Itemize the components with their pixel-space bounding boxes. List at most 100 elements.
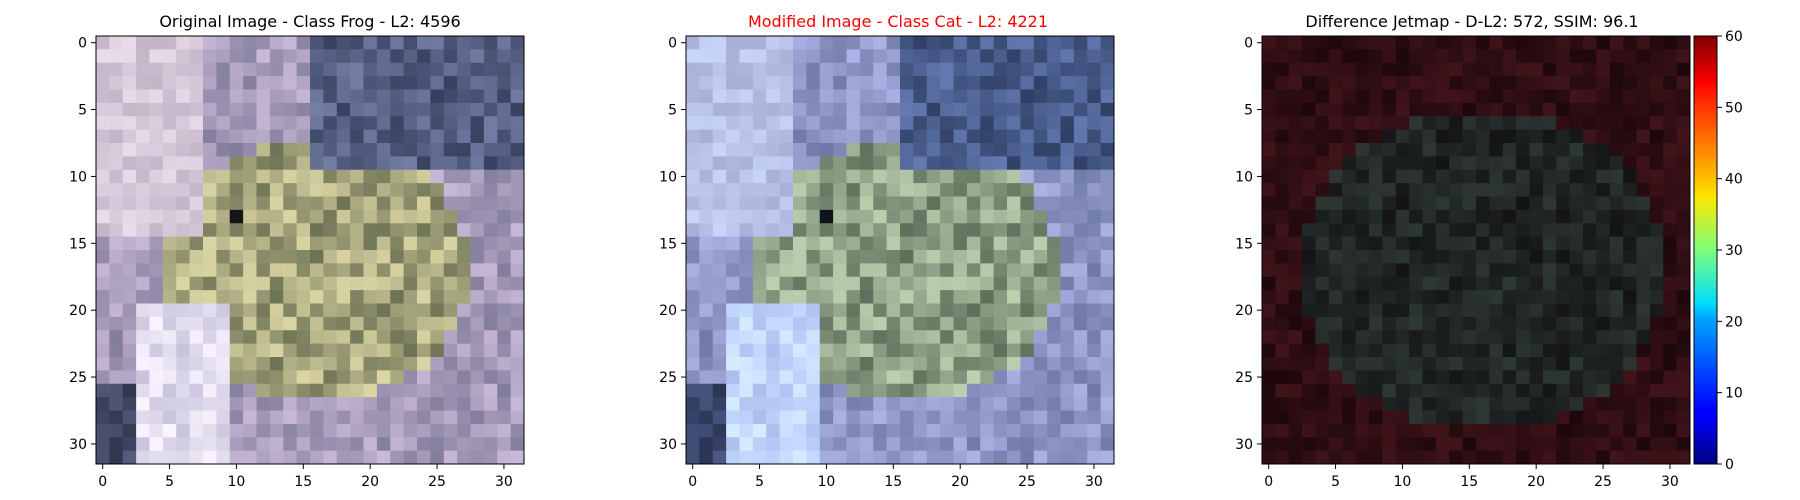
pixel bbox=[1542, 263, 1557, 278]
pixel bbox=[699, 169, 714, 184]
pixel bbox=[1516, 62, 1530, 77]
pixel bbox=[283, 383, 298, 398]
pixel bbox=[819, 196, 834, 211]
pixel bbox=[1060, 316, 1075, 331]
pixel bbox=[390, 62, 405, 77]
pixel bbox=[833, 156, 847, 171]
pixel bbox=[1060, 343, 1075, 358]
x-tick-label: 20 bbox=[361, 474, 379, 490]
pixel bbox=[109, 316, 124, 331]
pixel bbox=[256, 49, 271, 64]
pixel bbox=[483, 437, 498, 452]
pixel bbox=[1007, 209, 1021, 224]
pixel bbox=[497, 89, 512, 104]
pixel bbox=[136, 410, 150, 425]
pixel bbox=[149, 102, 164, 117]
pixel bbox=[1355, 370, 1370, 385]
pixel bbox=[216, 89, 231, 104]
pixel bbox=[846, 143, 861, 157]
pixel bbox=[1275, 196, 1290, 211]
pixel bbox=[1489, 183, 1504, 197]
pixel bbox=[1020, 76, 1035, 90]
pixel bbox=[1382, 437, 1397, 452]
pixel bbox=[913, 169, 928, 184]
pixel bbox=[793, 276, 807, 291]
pixel bbox=[1020, 263, 1035, 278]
pixel bbox=[913, 116, 928, 131]
pixel bbox=[1409, 209, 1423, 224]
pixel bbox=[980, 169, 995, 184]
pixel bbox=[846, 89, 861, 104]
pixel bbox=[1422, 423, 1437, 438]
pixel bbox=[1100, 102, 1115, 117]
pixel bbox=[1422, 437, 1437, 452]
pixel bbox=[1502, 450, 1517, 465]
pixel bbox=[1663, 62, 1678, 77]
pixel bbox=[953, 156, 968, 171]
pixel bbox=[1649, 102, 1664, 117]
pixel bbox=[712, 383, 727, 398]
pixel bbox=[1033, 423, 1048, 438]
pixel bbox=[310, 316, 324, 331]
pixel bbox=[310, 276, 324, 291]
pixel bbox=[1663, 383, 1678, 398]
pixel bbox=[726, 129, 740, 144]
pixel bbox=[926, 116, 941, 131]
y-tick-label: 30 bbox=[659, 437, 677, 453]
pixel bbox=[993, 209, 1008, 224]
pixel bbox=[1462, 437, 1477, 452]
pixel bbox=[1623, 169, 1637, 184]
pixel bbox=[699, 209, 714, 224]
pixel bbox=[1369, 343, 1383, 358]
pixel bbox=[1636, 290, 1651, 304]
pixel bbox=[712, 330, 727, 345]
pixel bbox=[1516, 36, 1530, 50]
pixel bbox=[1262, 36, 1276, 50]
pixel bbox=[1583, 357, 1597, 371]
pixel bbox=[1636, 209, 1651, 224]
pixel bbox=[1315, 129, 1330, 144]
pixel bbox=[686, 343, 700, 358]
pixel bbox=[806, 89, 821, 104]
pixel bbox=[443, 316, 458, 331]
pixel bbox=[1623, 89, 1637, 104]
pixel bbox=[216, 343, 231, 358]
pixel bbox=[269, 276, 284, 291]
pixel bbox=[1476, 196, 1490, 211]
pixel bbox=[403, 370, 418, 385]
pixel bbox=[203, 263, 217, 278]
pixel bbox=[189, 303, 204, 318]
pixel bbox=[1623, 437, 1637, 452]
pixel bbox=[256, 450, 271, 465]
pixel bbox=[900, 156, 914, 171]
pixel bbox=[1569, 102, 1584, 117]
pixel bbox=[1342, 76, 1357, 90]
pixel bbox=[256, 303, 271, 318]
pixel bbox=[1676, 330, 1691, 345]
pixel bbox=[1663, 330, 1678, 345]
pixel bbox=[766, 209, 781, 224]
pixel bbox=[1369, 89, 1383, 104]
pixel bbox=[497, 410, 512, 425]
pixel bbox=[122, 129, 137, 144]
pixel bbox=[96, 102, 110, 117]
pixel bbox=[256, 102, 271, 117]
pixel bbox=[1636, 303, 1651, 318]
pixel bbox=[390, 263, 405, 278]
pixel bbox=[296, 303, 311, 318]
pixel bbox=[940, 183, 954, 197]
pixel bbox=[136, 209, 150, 224]
pixel bbox=[1596, 116, 1611, 131]
pixel bbox=[497, 183, 512, 197]
pixel bbox=[269, 410, 284, 425]
pixel bbox=[497, 316, 512, 331]
pixel bbox=[1302, 290, 1316, 304]
pixel bbox=[712, 49, 727, 64]
pixel bbox=[483, 62, 498, 77]
pixel bbox=[430, 49, 445, 64]
pixel bbox=[1033, 89, 1048, 104]
pixel bbox=[819, 437, 834, 452]
pixel bbox=[229, 370, 244, 385]
pixel bbox=[913, 223, 928, 238]
pixel bbox=[1516, 102, 1530, 117]
